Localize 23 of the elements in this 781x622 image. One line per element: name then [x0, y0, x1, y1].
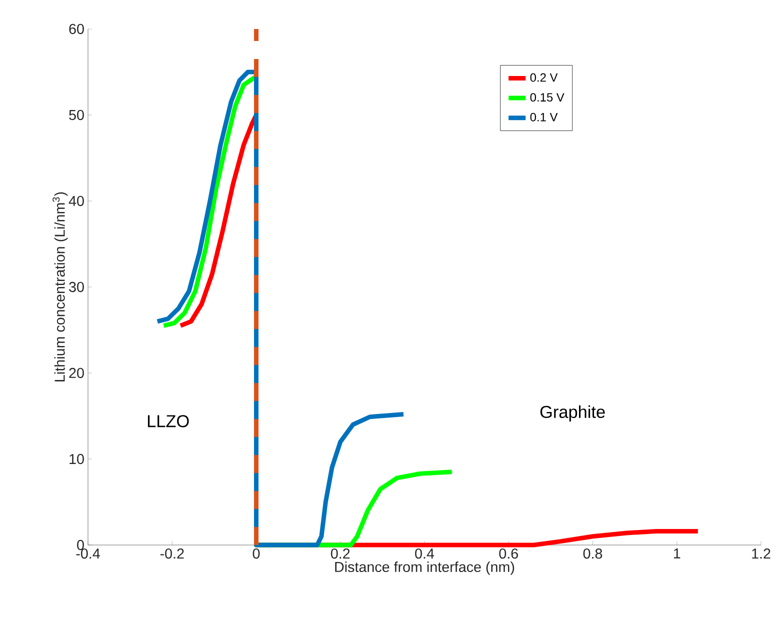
x-axis-title: Distance from interface (nm) — [335, 562, 514, 575]
y-tick-label: 10 — [70, 454, 84, 464]
y-tick-label: 40 — [68, 196, 84, 206]
x-tick-label: 0.8 — [583, 548, 602, 559]
y-tick-label: 30 — [69, 282, 84, 292]
legend-label: 0.15 V — [530, 93, 564, 102]
y-tick-label: 20 — [69, 368, 84, 378]
x-tick-label: 0.2 — [330, 548, 350, 559]
annotation: LLZO — [148, 415, 189, 428]
y-tick-label: 0 — [77, 540, 84, 550]
x-tick-label: -0.4 — [76, 548, 100, 559]
annotation: Graphite — [540, 405, 605, 422]
y-tick-label: 50 — [69, 110, 84, 120]
x-tick-label: 1.2 — [752, 548, 770, 559]
x-tick-label: -0.2 — [160, 548, 184, 559]
x-tick-label: 0.6 — [499, 548, 518, 559]
legend-label: 0.2 V — [530, 73, 558, 82]
legend-label: 0.1 V — [530, 112, 558, 122]
y-tick-label: 60 — [69, 24, 84, 34]
x-tick-label: 0.4 — [415, 548, 434, 559]
x-tick-label: 1 — [674, 548, 680, 558]
y-axis-title: Lithium concentration (Li/nm$^{3}$) — [52, 192, 68, 382]
x-tick-label: 0 — [252, 548, 260, 559]
